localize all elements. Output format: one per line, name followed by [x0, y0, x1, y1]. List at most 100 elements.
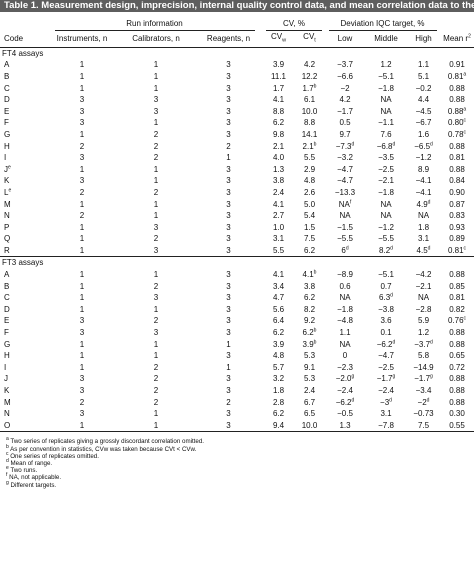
- high-cell: 7.5: [407, 419, 441, 433]
- reagents-cell: 3: [226, 222, 231, 232]
- table-row: J 3 2 3 3.2 5.3 −2.0g −1.7g −1.7g 0.88: [0, 373, 474, 385]
- middle-cell: −6.8d: [376, 140, 396, 151]
- reagents-cell: 3: [226, 374, 231, 384]
- footnotes: a Two series of replicates giving a gros…: [0, 437, 474, 489]
- middle-cell: −2.5: [378, 362, 394, 372]
- low-cell: −3.2: [337, 153, 353, 163]
- cvw-cell: 4.7: [272, 293, 285, 303]
- code-cell: M: [4, 199, 11, 209]
- code-cell: Le: [4, 187, 12, 197]
- high-cell: −0.2: [415, 83, 432, 93]
- calibrators-cell: 1: [153, 304, 159, 314]
- high-cell: −1.2: [415, 153, 432, 163]
- table-row: I 3 2 1 4.0 5.5 −3.2 −3.5 −1.2 0.81: [0, 152, 474, 164]
- reagents-cell: 3: [226, 328, 231, 338]
- middle-cell: −2.5: [378, 164, 394, 174]
- cvt-cell: 14.1: [301, 129, 318, 139]
- mean-r-cell: 0.76c: [447, 315, 467, 326]
- calibrators-cell: 3: [153, 106, 159, 116]
- high-cell: NA: [417, 293, 430, 303]
- low-cell: −2: [340, 83, 350, 93]
- high-cell: 1.8: [417, 222, 430, 232]
- mean-r-cell: 0.83: [449, 211, 465, 221]
- code-cell: O: [0, 419, 46, 433]
- cvw-cell: 6.2: [272, 118, 285, 128]
- low-cell: NA: [339, 339, 351, 349]
- code-cell: N: [4, 211, 10, 221]
- reagents-cell: 3: [226, 176, 231, 186]
- code-cell: N: [4, 409, 10, 419]
- cvt-cell: 6.5: [303, 409, 316, 419]
- low-cell: NA: [339, 293, 351, 303]
- code-cell: H: [4, 141, 10, 151]
- instruments-cell: 1: [79, 199, 85, 209]
- mean-r-cell: 0.88: [449, 141, 465, 151]
- mean-r-cell: 0.81: [449, 293, 465, 303]
- instruments-header: Instruments, n: [46, 30, 118, 48]
- cvw-cell: 3.1: [272, 234, 285, 244]
- cvt-cell: 5.0: [303, 199, 316, 209]
- cvw-cell: 1.0: [272, 222, 285, 232]
- cvw-cell: 6.2: [272, 328, 285, 338]
- instruments-cell: 1: [79, 351, 85, 361]
- low-header: Low: [325, 30, 365, 48]
- mean-r-cell: 0.88: [449, 397, 465, 407]
- instruments-cell: 1: [79, 60, 85, 70]
- footnote: c One series of replicates omitted.: [6, 450, 99, 460]
- table-row: F 3 3 3 6.2 6.2b 1.1 0.1 1.2 0.88: [0, 327, 474, 339]
- code-cell: H: [4, 351, 10, 361]
- cvt-cell: 4.1b: [302, 269, 317, 280]
- section-label: FT3 assays: [0, 256, 474, 270]
- instruments-cell: 1: [79, 293, 85, 303]
- code-cell: J: [4, 374, 8, 384]
- cvt-cell: 12.2: [301, 71, 318, 81]
- low-cell: 6d: [341, 245, 349, 255]
- footnote: d Mean of range.: [6, 457, 53, 467]
- instruments-cell: 1: [79, 362, 85, 372]
- reagents-header: Reagents, n: [194, 30, 263, 48]
- cvw-cell: 5.7: [272, 362, 285, 372]
- high-cell: −4.2: [415, 270, 432, 280]
- high-cell: −2.8: [415, 304, 432, 314]
- table-row: P 1 3 3 1.0 1.5 −1.5 −1.2 1.8 0.93: [0, 222, 474, 234]
- middle-cell: 1.2: [380, 60, 392, 70]
- calibrators-cell: 1: [153, 211, 159, 221]
- high-cell: 8.9: [417, 164, 430, 174]
- code-cell: Je: [4, 164, 11, 174]
- calibrators-cell: 1: [153, 199, 159, 209]
- table-row: Q 1 2 3 3.1 7.5 −5.5 −5.5 3.1 0.89: [0, 233, 474, 245]
- table-row: C 1 3 3 4.7 6.2 NA 6.3d NA 0.81: [0, 292, 474, 304]
- mean-r-cell: 0.81a: [447, 71, 467, 81]
- cvw-cell: 4.1: [272, 95, 285, 105]
- code-cell: I: [4, 153, 7, 163]
- header-row-columns: Code Instruments, n Calibrators, n Reage…: [0, 30, 474, 48]
- reagents-cell: 3: [226, 351, 231, 361]
- code-cell: I: [4, 362, 7, 372]
- table-row: B 1 1 3 11.1 12.2 −6.6 −5.1 5.1 0.81a: [0, 71, 474, 83]
- reagents-cell: 2: [226, 397, 231, 407]
- reagents-cell: 1: [226, 362, 231, 372]
- reagents-cell: 3: [194, 419, 263, 433]
- calibrators-cell: 1: [153, 270, 159, 280]
- cvw-cell: 9.4: [263, 419, 294, 433]
- instruments-cell: 2: [79, 211, 85, 221]
- cvw-cell: 2.4: [272, 187, 285, 197]
- table-title: Table 1. Measurement design, imprecision…: [0, 0, 474, 12]
- calibrators-cell: 1: [153, 176, 159, 186]
- table-row: A 1 1 3 3.9 4.2 −3.7 1.2 1.1 0.91: [0, 59, 474, 71]
- mean-r-header: Mean r2: [440, 30, 474, 48]
- cvw-cell: 9.8: [272, 129, 285, 139]
- instruments-cell: 3: [79, 153, 85, 163]
- low-cell: −4.7: [337, 176, 353, 186]
- reagents-cell: 3: [226, 83, 231, 93]
- cvt-cell: 4.8: [303, 176, 316, 186]
- reagents-cell: 3: [226, 281, 231, 291]
- code-cell: A: [4, 270, 10, 280]
- reagents-cell: 3: [226, 95, 231, 105]
- calibrators-cell: 1: [153, 60, 159, 70]
- calibrators-cell: 3: [153, 95, 159, 105]
- table-row: N 2 1 3 2.7 5.4 NA NA NA 0.83: [0, 210, 474, 222]
- middle-cell: −3.5: [378, 153, 394, 163]
- mean-r-cell: 0.30: [449, 409, 465, 419]
- cvw-cell: 4.1: [272, 270, 285, 280]
